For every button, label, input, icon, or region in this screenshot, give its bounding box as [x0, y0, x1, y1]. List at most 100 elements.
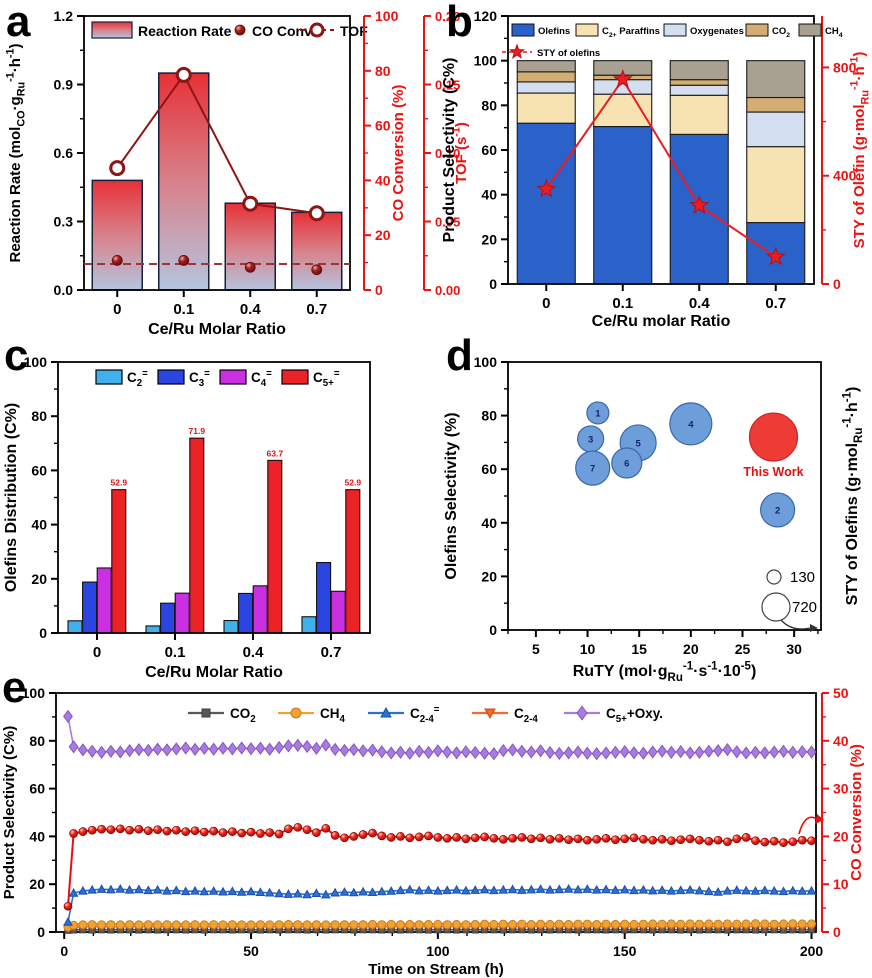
series-marker-conv [115, 824, 125, 834]
series-marker-conv [760, 837, 770, 847]
legend-label-tof: TOF [340, 23, 368, 39]
marker-triangle-up [470, 885, 481, 894]
series-marker-conv [601, 833, 611, 843]
series-marker-conv [302, 825, 312, 835]
legend-swatch [157, 369, 185, 385]
legend-label: C3= [189, 368, 210, 389]
label-seg: ·10 [718, 663, 741, 680]
marker-diamond [535, 744, 546, 758]
label-seg: Ru [16, 82, 28, 96]
label-seg: 3 [199, 378, 205, 389]
legend-label-co2: CO2 [230, 706, 256, 725]
marker-triangle-up [358, 886, 368, 896]
label-seg: 5 [636, 438, 642, 449]
marker-triangle-up [199, 886, 210, 896]
tick-label: 0.4 [689, 295, 711, 312]
marker-diamond [582, 746, 593, 760]
marker-diamond [619, 744, 630, 759]
series-marker-conv [517, 833, 527, 842]
bubble-number-label: 2 [775, 505, 780, 516]
label-seg: 100 [375, 8, 399, 24]
marker-triangle-up [685, 884, 695, 894]
tick-label: 0.1 [165, 644, 186, 661]
label-seg: 0 [833, 924, 841, 940]
label-seg: 30 [833, 781, 849, 797]
series-marker-conv [237, 828, 247, 838]
label-seg: -5 [741, 660, 752, 672]
tick-label: 50 [243, 943, 259, 959]
label-seg: -1 [849, 80, 861, 90]
marker-triangle-up [759, 885, 770, 895]
marker-triangle-up [292, 888, 303, 898]
marker-diamond [526, 745, 537, 759]
marker-circle [676, 919, 686, 929]
marker-diamond [283, 739, 294, 753]
marker-diamond [143, 743, 154, 758]
sty-line [545, 77, 777, 258]
label-seg: Oxygenates [690, 26, 744, 37]
marker-triangle-up [106, 884, 116, 894]
y-axis-title: Olefins Distribution (C%) [3, 403, 20, 592]
series-marker-conv [265, 828, 275, 837]
tick-label: 10 [580, 641, 596, 657]
tick-label: 0 [113, 301, 121, 318]
marker-diamond [63, 709, 73, 724]
tick-label: 100 [426, 943, 450, 959]
panel-a-legend: Reaction Rate CO Conv. TOF [91, 21, 368, 39]
marker-circle [433, 919, 443, 929]
label-seg: -1 [707, 660, 718, 672]
marker-triangle-up [311, 888, 322, 897]
marker-triangle-up [152, 884, 163, 894]
marker-circle [732, 919, 742, 929]
series-marker-conv [368, 828, 377, 838]
label-seg: 71.9 [189, 426, 206, 436]
marker-circle [405, 919, 415, 929]
tick-label: 0.6 [54, 145, 74, 161]
marker-diamond [218, 741, 228, 755]
marker-triangle-up [619, 884, 630, 894]
series-marker-conv [228, 827, 237, 836]
marker-diamond [348, 742, 359, 757]
label-seg: 60 [29, 781, 45, 797]
marker-diamond [133, 742, 144, 757]
marker-triangle-up [694, 885, 705, 895]
tick-label: 150 [613, 943, 637, 959]
series-marker-conv [807, 836, 816, 846]
distribution-bar [160, 602, 176, 634]
marker-triangle-up [657, 885, 667, 894]
series-marker-conv [648, 835, 658, 845]
bubble-size-legend: 130 720 [761, 569, 818, 632]
label-seg: 63.7 [267, 448, 284, 458]
label-seg: C [189, 370, 199, 385]
series-marker-conv [704, 836, 714, 846]
label-seg: 6 [624, 459, 629, 470]
series-marker-conv [695, 835, 704, 845]
marker-circle [227, 920, 237, 930]
legend-star-sty [508, 43, 526, 59]
marker-diamond [451, 746, 462, 760]
legend-marker-tof [309, 22, 325, 38]
tick-label: 40 [833, 733, 849, 749]
marker-triangle-up [87, 884, 98, 894]
label-seg: 0.00 [435, 283, 460, 298]
marker-circle [779, 919, 788, 929]
label-seg: This Work [743, 465, 803, 479]
legend-label: C4= [251, 368, 272, 389]
tick-label: 400 [833, 168, 857, 184]
legend-label-co-conv: CO Conv. [252, 23, 315, 39]
legend-label-reaction-rate: Reaction Rate [138, 23, 232, 39]
marker-diamond [358, 744, 369, 758]
marker-circle [807, 919, 816, 929]
tick-label: 15 [631, 641, 647, 657]
bubble-this-work [748, 412, 799, 462]
series-marker-conv [386, 833, 396, 842]
co-conversion-axis-title: CO Conversion (%) [848, 744, 865, 881]
series-marker-conv [125, 825, 134, 835]
tick-label: 0.15 [435, 78, 460, 93]
series-marker-conv [330, 831, 340, 840]
stacked-bar-segment [516, 92, 576, 124]
label-seg: 0.4 [689, 295, 711, 312]
marker-circle [237, 920, 247, 930]
label-seg: 60 [481, 461, 497, 477]
x-axis-title: RuTY (mol·gRu-1·s-1·10-5) [573, 660, 757, 684]
